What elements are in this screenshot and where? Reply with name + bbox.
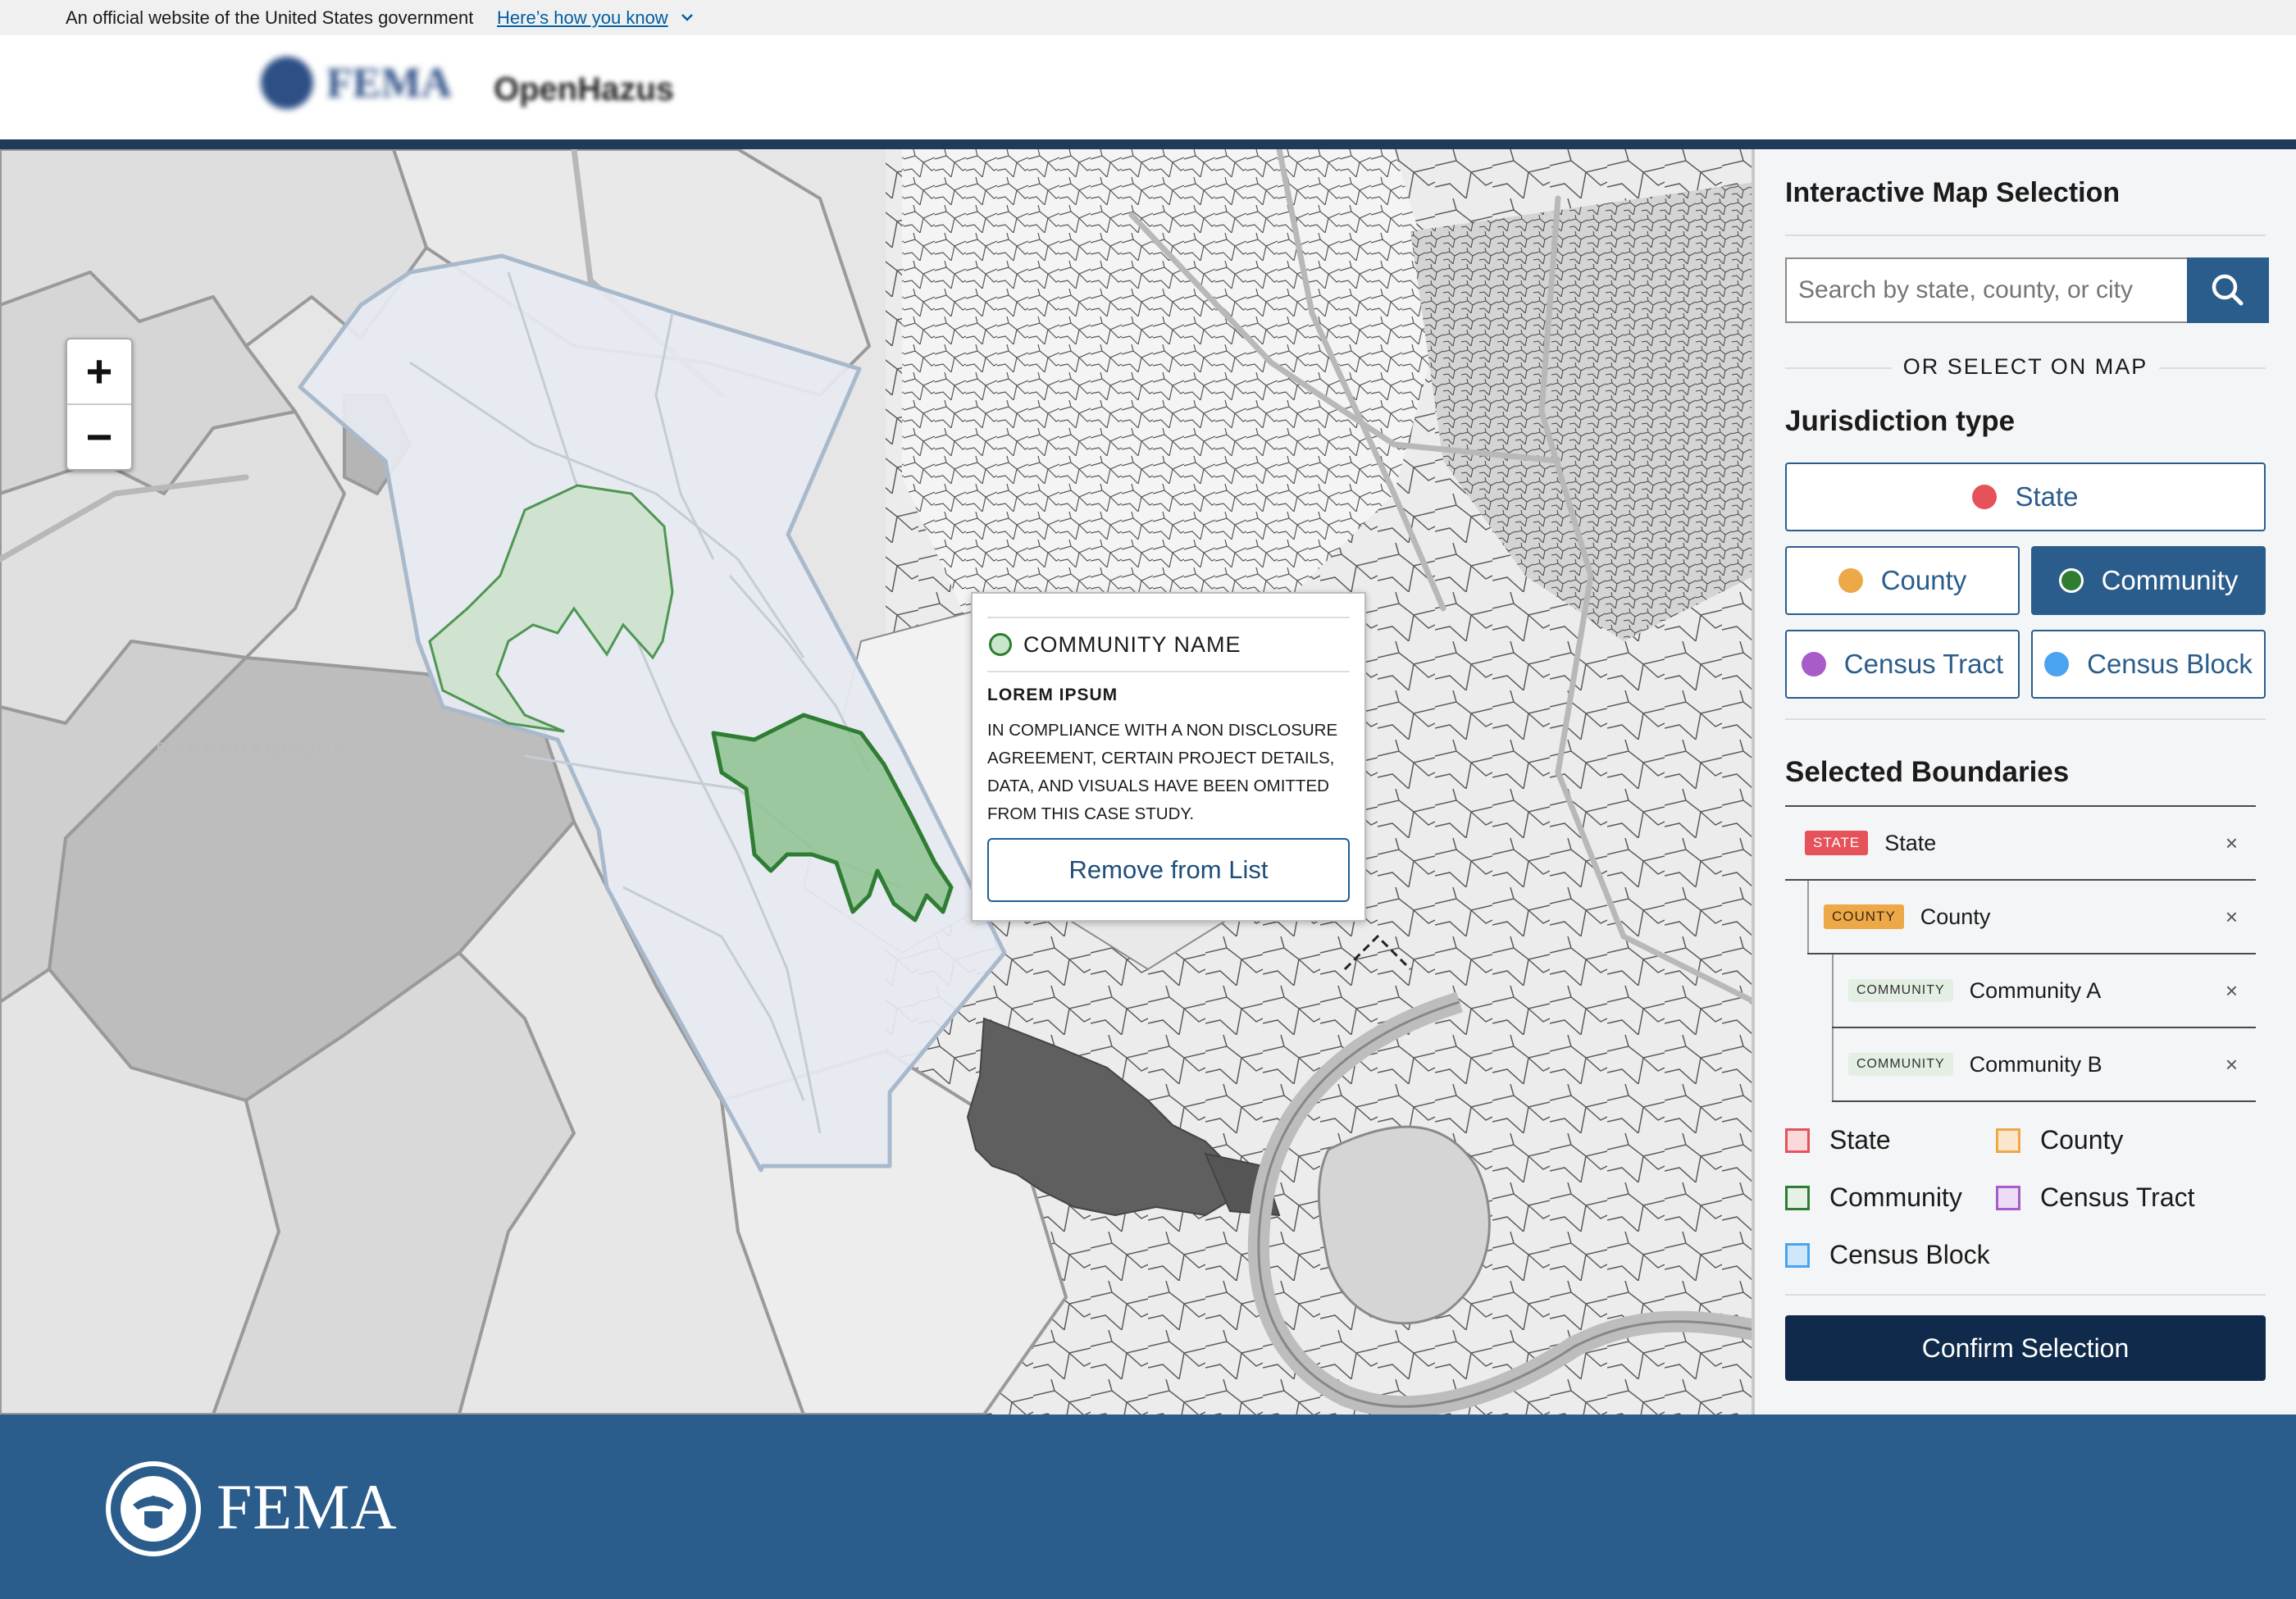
divider [1785, 718, 2266, 720]
county-badge: COUNTY [1824, 904, 1904, 929]
dhs-seal-icon [106, 1461, 201, 1556]
map-canvas[interactable]: RAPPAHANNOCK + − COMMUNITY NAME LOREM IP… [0, 149, 1755, 1414]
jurisdiction-label: Census Tract [1843, 649, 2004, 679]
remove-community-a-icon[interactable]: × [2225, 977, 2238, 1003]
legend-census-block: Census Block [1785, 1240, 1990, 1270]
remove-community-b-icon[interactable]: × [2225, 1051, 2238, 1077]
map-layer[interactable]: RAPPAHANNOCK [0, 149, 1755, 1414]
gov-banner-text: An official website of the United States… [66, 7, 474, 28]
site-header: FEMA OpenHazus [0, 35, 2296, 139]
logo-text: FEMA [326, 59, 453, 107]
jurisdiction-heading: Jurisdiction type [1785, 405, 2016, 437]
selected-boundaries-heading: Selected Boundaries [1785, 756, 2070, 788]
jurisdiction-label: Census Block [2087, 649, 2253, 679]
legend-label: Community [1829, 1182, 1962, 1212]
selected-row-community-b: COMMUNITY Community B × [1832, 1028, 2256, 1100]
community-dot-icon [2058, 568, 2084, 593]
fema-logo[interactable]: FEMA [261, 57, 453, 109]
dhs-seal-icon [261, 57, 313, 109]
jurisdiction-state-button[interactable]: State [1785, 462, 2266, 531]
or-select-divider: OR SELECT ON MAP [1785, 354, 2266, 380]
community-swatch [1785, 1185, 1810, 1210]
divider [1832, 1027, 2256, 1028]
jurisdiction-census-tract-button[interactable]: Census Tract [1785, 630, 2020, 699]
selected-label: County [1920, 904, 1991, 929]
state-swatch [1785, 1128, 1810, 1153]
community-badge: COMMUNITY [1848, 979, 1953, 1002]
legend-census-tract: Census Tract [1996, 1182, 2195, 1213]
remove-county-icon[interactable]: × [2225, 904, 2238, 929]
jurisdiction-label: State [2015, 481, 2079, 512]
header-divider [0, 139, 2296, 149]
app-name: OpenHazus [494, 71, 675, 107]
selected-label: Community A [1969, 977, 2102, 1003]
community-badge: COMMUNITY [1848, 1053, 1953, 1076]
community-popup: COMMUNITY NAME LOREM IPSUM IN COMPLIANCE… [971, 592, 1366, 922]
zoom-control: + − [66, 338, 133, 471]
census-tract-swatch [1996, 1185, 2020, 1210]
jurisdiction-label: County [1880, 565, 1967, 595]
gov-banner: An official website of the United States… [0, 0, 2296, 35]
state-badge: STATE [1805, 831, 1869, 855]
divider [1785, 805, 2256, 807]
legend-label: Census Block [1829, 1240, 1990, 1269]
indent-bar [1832, 1028, 1834, 1100]
county-swatch [1996, 1128, 2020, 1153]
popup-header: COMMUNITY NAME [987, 617, 1350, 672]
footer-fema-wordmark: FEMA [216, 1471, 398, 1542]
jurisdiction-community-button[interactable]: Community [2031, 546, 2266, 615]
legend-community: Community [1785, 1182, 1962, 1213]
panel-title: Interactive Map Selection [1785, 177, 2121, 208]
popup-title: COMMUNITY NAME [1023, 631, 1241, 657]
divider [1807, 953, 2256, 954]
search-button[interactable] [2187, 257, 2269, 323]
popup-subtitle: LOREM IPSUM [987, 686, 1118, 704]
divider [1785, 1294, 2266, 1296]
legend-county: County [1996, 1125, 2123, 1155]
indent-bar [1832, 954, 1834, 1027]
census-block-dot-icon [2044, 652, 2070, 676]
jurisdiction-county-button[interactable]: County [1785, 546, 2020, 615]
jurisdiction-census-block-button[interactable]: Census Block [2031, 630, 2266, 699]
divider [1785, 235, 2266, 236]
or-select-label: OR SELECT ON MAP [1891, 354, 2160, 379]
indent-bar [1807, 881, 1809, 953]
zoom-out-button[interactable]: − [67, 403, 131, 469]
legend-label: County [2040, 1125, 2124, 1155]
selected-label: State [1884, 830, 1937, 855]
census-block-swatch [1785, 1242, 1810, 1268]
census-tract-dot-icon [1801, 652, 1826, 676]
how-you-know-link[interactable]: Here’s how you know [497, 7, 668, 28]
confirm-selection-button[interactable]: Confirm Selection [1785, 1315, 2266, 1381]
selected-row-community-a: COMMUNITY Community A × [1832, 954, 2256, 1027]
selected-label: Community B [1969, 1051, 2102, 1077]
search-input[interactable] [1785, 257, 2187, 323]
popup-body: IN COMPLIANCE WITH A NON DISCLOSURE AGRE… [987, 721, 1338, 823]
legend-state: State [1785, 1125, 1891, 1155]
remove-from-list-button[interactable]: Remove from List [987, 838, 1350, 902]
jurisdiction-label: Community [2101, 565, 2239, 595]
community-dot-icon [989, 633, 1012, 656]
selection-panel: Interactive Map Selection OR SELECT ON M… [1755, 149, 2296, 1414]
divider [1832, 1100, 2256, 1102]
zoom-in-button[interactable]: + [85, 345, 113, 397]
search-bar [1785, 257, 2269, 323]
legend-label: Census Tract [2040, 1182, 2195, 1212]
selected-row-county: COUNTY County × [1807, 881, 2256, 953]
divider [1785, 879, 2256, 881]
county-dot-icon [1838, 568, 1863, 593]
legend-label: State [1829, 1125, 1891, 1155]
remove-state-icon[interactable]: × [2225, 830, 2238, 855]
site-footer: FEMA [0, 1414, 2296, 1599]
chevron-down-icon[interactable] [679, 0, 695, 35]
state-dot-icon [1972, 485, 1998, 509]
map-label-rappahannock: RAPPAHANNOCK [156, 739, 349, 761]
search-icon [2212, 274, 2244, 306]
selected-row-state: STATE State × [1785, 807, 2256, 879]
